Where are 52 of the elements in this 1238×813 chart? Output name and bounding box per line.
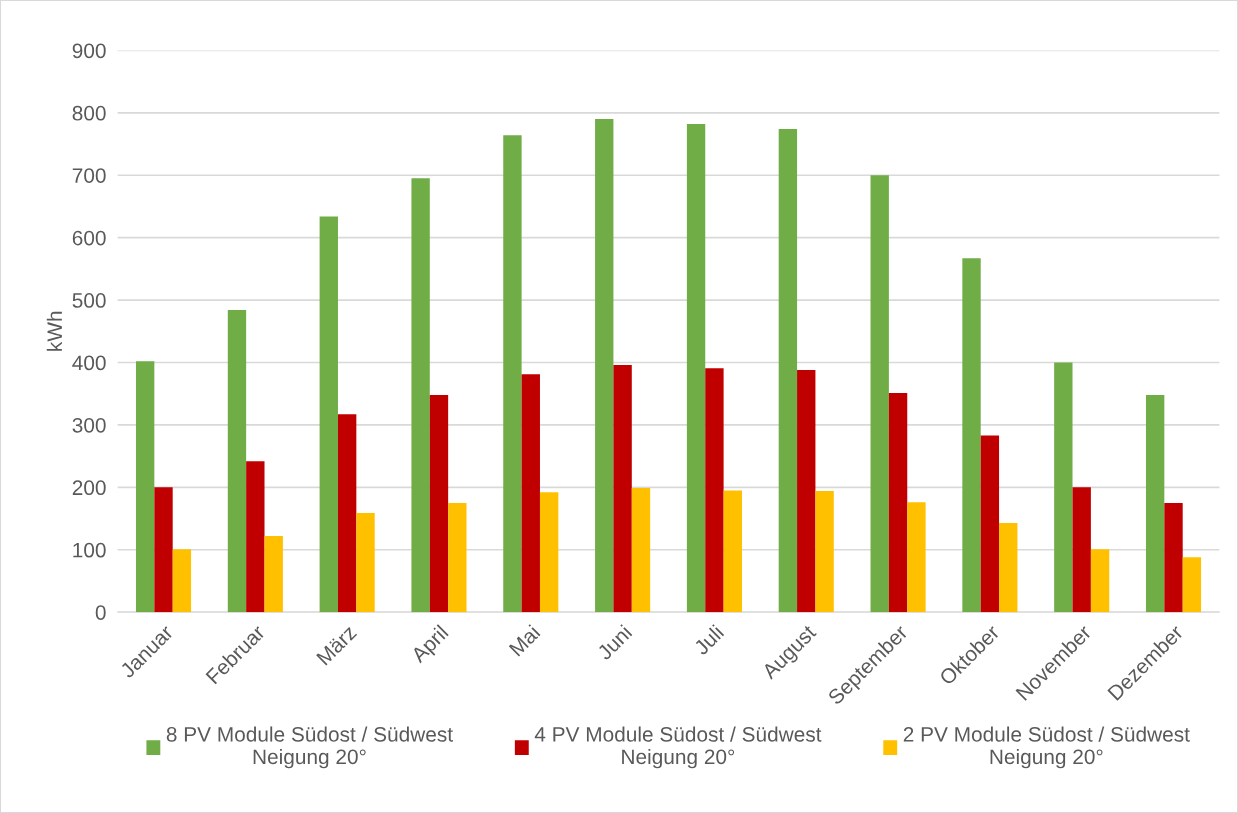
bar: [686, 124, 706, 613]
bar: [172, 549, 192, 613]
y-tick-label: 800: [72, 105, 106, 121]
bar: [521, 374, 540, 613]
bar: [1054, 362, 1073, 613]
x-tick-label: Juli: [692, 624, 725, 656]
y-tick-label: 100: [73, 542, 106, 558]
bar: [907, 502, 926, 613]
bar: [1090, 549, 1110, 613]
y-tick-label: 700: [72, 168, 106, 183]
bar: [613, 365, 632, 613]
y-tick-label: 600: [72, 230, 106, 246]
bar: [723, 490, 742, 613]
bar: [154, 487, 173, 613]
y-tick-label: 900: [72, 43, 106, 59]
bar: [1164, 502, 1183, 613]
y-tick-label: 300: [72, 417, 106, 433]
bar: [135, 361, 155, 613]
bar: [411, 178, 430, 613]
bar: [1145, 394, 1165, 613]
legend-label: 8 PV Module Südost / Südwest Neigung 20°: [166, 726, 453, 769]
bar: [705, 368, 724, 613]
bar: [870, 175, 889, 613]
y-tick-label: 0: [95, 605, 106, 620]
bar: [503, 135, 522, 613]
bar: [264, 536, 283, 613]
legend-label: 4 PV Module Südost / Südwest Neigung 20°: [534, 726, 822, 769]
bar: [1072, 487, 1091, 613]
legend-label: 2 PV Module Südost / Südwest Neigung 20°: [903, 726, 1190, 769]
bar: [631, 487, 651, 613]
bar: [246, 461, 265, 613]
bar: [356, 512, 375, 613]
bar: [448, 502, 467, 613]
bar: [319, 216, 338, 613]
bar: [595, 119, 614, 613]
y-axis-title: kWh: [46, 311, 62, 351]
bar: [999, 522, 1018, 613]
bar: [962, 258, 981, 613]
bar: [888, 393, 908, 613]
y-tick-label: 500: [72, 293, 106, 308]
bar: [797, 370, 816, 613]
bar: [778, 129, 798, 613]
y-tick-label: 200: [72, 480, 106, 496]
bar: [815, 491, 834, 613]
bar: [227, 310, 247, 613]
bar: [1182, 557, 1202, 613]
bar: [980, 435, 1000, 613]
bar: [539, 492, 559, 613]
x-tick-label: Mai: [508, 624, 541, 657]
bar: [337, 414, 357, 613]
y-tick-label: 400: [72, 355, 106, 371]
bar: [429, 394, 449, 613]
